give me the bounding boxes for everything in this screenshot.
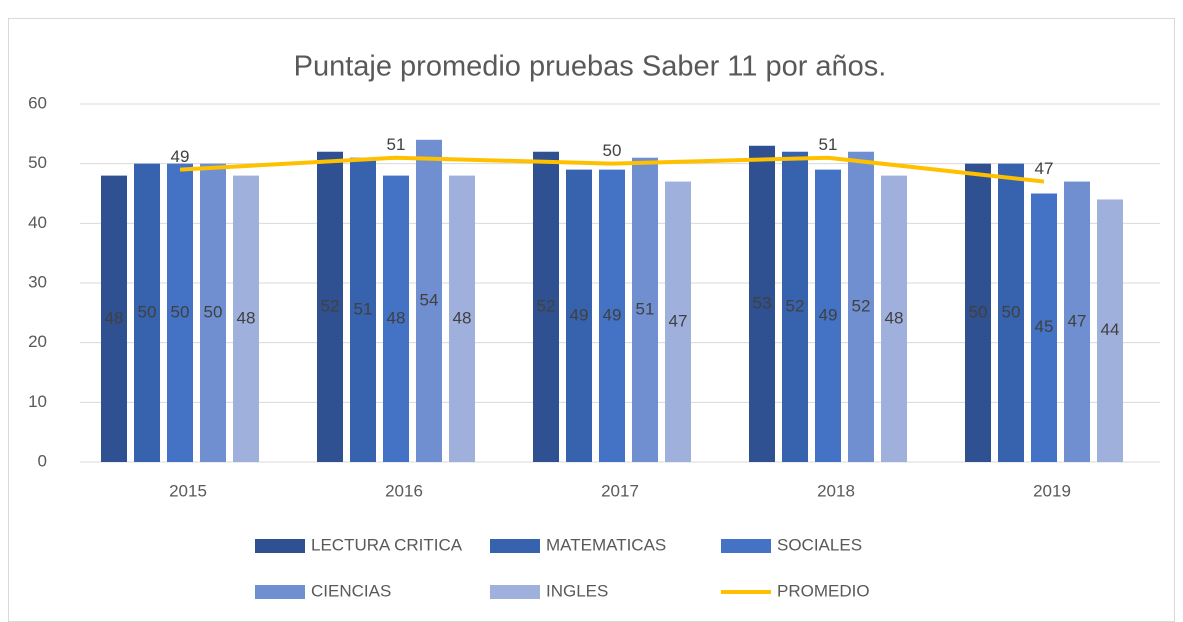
bar bbox=[632, 157, 658, 462]
line-label: 47 bbox=[1035, 159, 1054, 178]
bar bbox=[1031, 193, 1057, 462]
bar bbox=[383, 175, 409, 462]
data-label: 49 bbox=[603, 305, 622, 324]
bar bbox=[317, 151, 343, 462]
bar bbox=[101, 175, 127, 462]
line-label: 51 bbox=[819, 135, 838, 154]
line bbox=[179, 155, 1045, 184]
data-label: 52 bbox=[852, 296, 871, 315]
legend-label: LECTURA CRITICA bbox=[311, 535, 463, 554]
x-tick-label: 2015 bbox=[169, 481, 207, 500]
y-tick-label: 60 bbox=[28, 93, 47, 112]
y-tick-label: 20 bbox=[28, 332, 47, 351]
x-tick-label: 2016 bbox=[385, 481, 423, 500]
data-label: 54 bbox=[420, 290, 439, 309]
data-label: 53 bbox=[753, 293, 772, 312]
data-label: 44 bbox=[1101, 320, 1120, 339]
data-label: 47 bbox=[669, 311, 688, 330]
bar bbox=[566, 169, 592, 462]
x-tick-label: 2019 bbox=[1033, 481, 1071, 500]
data-label: 50 bbox=[204, 302, 223, 321]
data-label: 51 bbox=[636, 299, 655, 318]
x-tick-label: 2017 bbox=[601, 481, 639, 500]
y-tick-label: 30 bbox=[28, 272, 47, 291]
legend-label: MATEMATICAS bbox=[546, 535, 666, 554]
data-label: 50 bbox=[171, 302, 190, 321]
legend-swatch bbox=[490, 539, 540, 553]
legend-label: INGLES bbox=[546, 581, 608, 600]
data-label: 49 bbox=[819, 305, 838, 324]
data-label: 45 bbox=[1035, 317, 1054, 336]
bar bbox=[449, 175, 475, 462]
bar bbox=[782, 151, 808, 462]
data-label: 52 bbox=[537, 296, 556, 315]
data-label: 51 bbox=[354, 299, 373, 318]
data-label: 48 bbox=[453, 308, 472, 327]
bar bbox=[416, 139, 442, 463]
data-label: 49 bbox=[570, 305, 589, 324]
data-label: 50 bbox=[138, 302, 157, 321]
chart-title: Puntaje promedio pruebas Saber 11 por añ… bbox=[294, 51, 887, 83]
bar bbox=[881, 175, 907, 462]
legend-swatch bbox=[255, 585, 305, 599]
bar bbox=[848, 151, 874, 462]
bar bbox=[749, 145, 775, 462]
data-label: 48 bbox=[885, 308, 904, 327]
legend-swatch bbox=[721, 539, 771, 553]
data-label: 48 bbox=[387, 308, 406, 327]
bar bbox=[1064, 181, 1090, 463]
bar bbox=[533, 151, 559, 462]
y-tick-label: 0 bbox=[38, 451, 47, 470]
bar bbox=[998, 163, 1024, 462]
line-label: 51 bbox=[387, 135, 406, 154]
legend-swatch bbox=[490, 585, 540, 599]
bar bbox=[233, 175, 259, 462]
bar bbox=[350, 157, 376, 462]
legend-label: CIENCIAS bbox=[311, 581, 391, 600]
bar bbox=[167, 163, 193, 462]
data-label: 52 bbox=[321, 296, 340, 315]
bar bbox=[815, 169, 841, 462]
bar bbox=[965, 163, 991, 462]
data-label: 52 bbox=[786, 296, 805, 315]
bar bbox=[134, 163, 160, 462]
legend-swatch bbox=[255, 539, 305, 553]
bar bbox=[200, 163, 226, 462]
legend-label: SOCIALES bbox=[777, 535, 862, 554]
legend-label: PROMEDIO bbox=[777, 581, 870, 600]
y-tick-label: 10 bbox=[28, 392, 47, 411]
data-label: 50 bbox=[969, 302, 988, 321]
bar bbox=[665, 181, 691, 463]
y-tick-label: 40 bbox=[28, 213, 47, 232]
bar bbox=[599, 169, 625, 462]
y-tick-label: 50 bbox=[28, 153, 47, 172]
line-label: 50 bbox=[603, 141, 622, 160]
data-label: 48 bbox=[237, 308, 256, 327]
data-label: 48 bbox=[105, 308, 124, 327]
x-tick-label: 2018 bbox=[817, 481, 855, 500]
data-label: 47 bbox=[1068, 311, 1087, 330]
bar bbox=[1097, 199, 1123, 462]
line-label: 49 bbox=[171, 147, 190, 166]
data-label: 50 bbox=[1002, 302, 1021, 321]
